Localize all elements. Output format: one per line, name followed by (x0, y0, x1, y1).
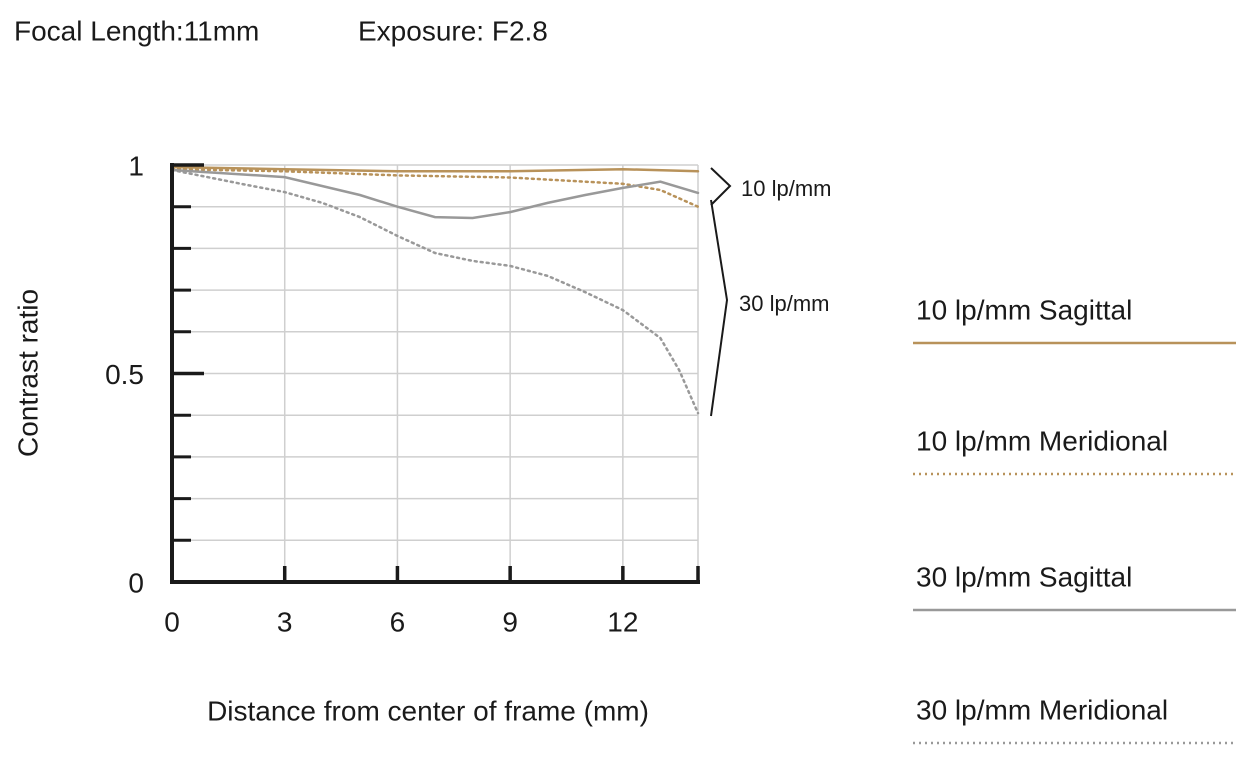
y-tick-label: 0.5 (105, 359, 144, 390)
x-tick-label: 9 (502, 606, 518, 637)
legend-label: 30 lp/mm Meridional (916, 694, 1168, 725)
chart-subtitle: Exposure: F2.8 (358, 15, 548, 46)
bracket (710, 167, 732, 206)
annotation: 10 lp/mm (741, 176, 831, 201)
legend-label: 10 lp/mm Meridional (916, 425, 1168, 456)
x-tick-label: 3 (277, 606, 293, 637)
x-tick-label: 6 (390, 606, 406, 637)
bracket (710, 199, 729, 417)
legend-label: 10 lp/mm Sagittal (916, 294, 1132, 325)
line-series (170, 168, 700, 415)
x-tick-label: 12 (607, 606, 638, 637)
line-series (170, 168, 700, 220)
line-series (170, 165, 700, 173)
legend-label: 30 lp/mm Sagittal (916, 561, 1132, 592)
x-axis-label: Distance from center of frame (mm) (207, 695, 649, 726)
y-axis-label: Contrast ratio (12, 289, 43, 457)
annotation: 30 lp/mm (739, 291, 829, 316)
y-tick-label: 0 (128, 567, 144, 598)
x-tick-label: 0 (164, 606, 180, 637)
line-series (170, 167, 700, 208)
y-tick-label: 1 (128, 150, 144, 181)
chart-title: Focal Length:11mm (14, 15, 259, 46)
